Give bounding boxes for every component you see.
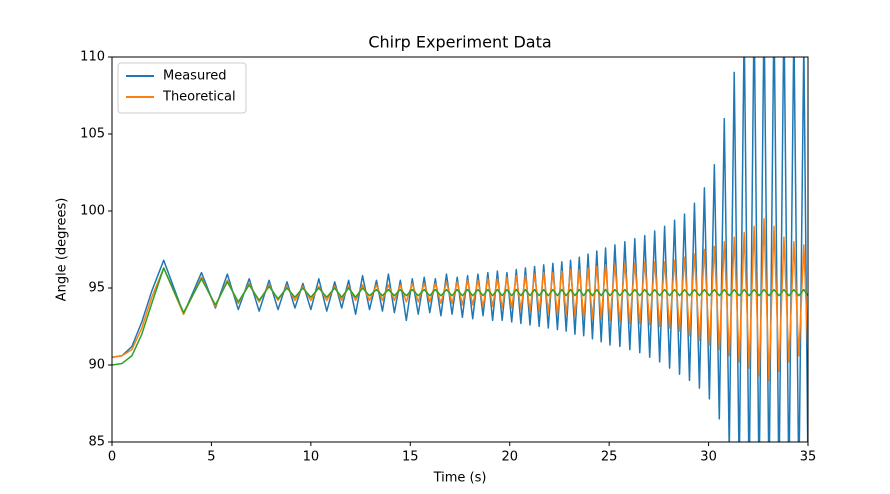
x-tick-label: 0 (108, 450, 116, 465)
x-tick-label: 5 (207, 450, 215, 465)
x-tick-label: 20 (501, 450, 518, 465)
y-tick-label: 90 (88, 358, 105, 373)
x-tick-label: 25 (601, 450, 618, 465)
x-axis-label: Time (s) (433, 471, 487, 486)
y-tick-label: 85 (88, 435, 105, 450)
plot-area (112, 57, 808, 442)
x-tick-label: 35 (800, 450, 817, 465)
chart-title: Chirp Experiment Data (368, 33, 551, 52)
plot-frame (111, 56, 809, 443)
series-line (112, 57, 808, 442)
x-tick-label: 15 (402, 450, 419, 465)
y-axis-label: Angle (degrees) (55, 198, 70, 302)
x-tick-label: 10 (303, 450, 320, 465)
y-tick-label: 105 (80, 127, 105, 142)
x-tick-label: 30 (700, 450, 717, 465)
legend-label: Theoretical (162, 90, 236, 105)
series-line (112, 267, 808, 366)
series-line (112, 217, 808, 382)
y-tick-label: 100 (80, 204, 105, 219)
legend-label: Measured (163, 69, 227, 84)
y-tick-label: 110 (80, 50, 105, 65)
y-tick-label: 95 (88, 281, 105, 296)
